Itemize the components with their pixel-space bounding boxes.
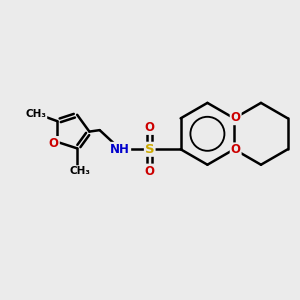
Text: O: O [231,111,241,124]
Text: O: O [49,137,59,150]
Text: O: O [145,165,155,178]
Text: CH₃: CH₃ [70,166,91,176]
Text: S: S [145,143,154,156]
Text: CH₃: CH₃ [26,109,46,119]
Text: NH: NH [110,143,130,156]
Text: O: O [231,143,241,156]
Text: O: O [145,121,155,134]
